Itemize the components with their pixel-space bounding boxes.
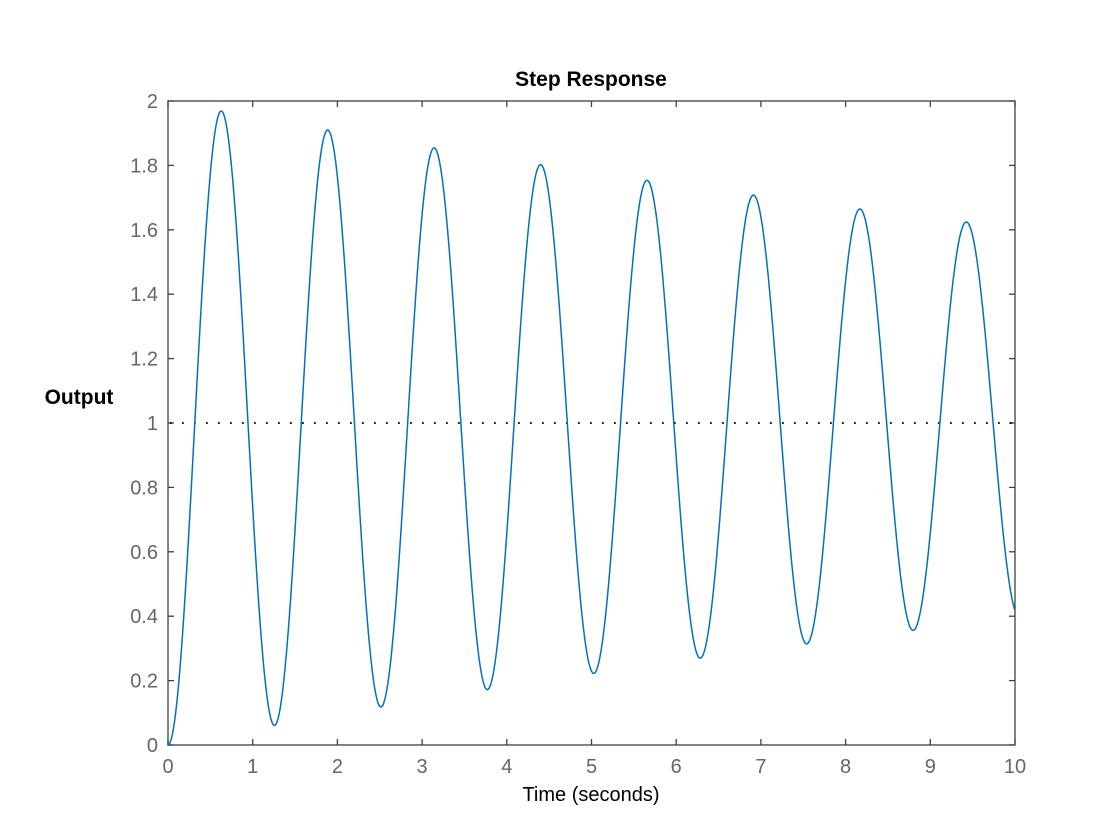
y-tick-label: 1	[147, 413, 158, 435]
response-curve	[167, 110, 1016, 746]
y-axis-label: Output	[45, 386, 114, 409]
x-tick-label: 5	[586, 756, 597, 778]
curve-layer	[167, 110, 1016, 746]
x-tick-label: 6	[671, 756, 682, 778]
y-tick-label: 1.8	[130, 155, 158, 177]
x-tick-label: 9	[925, 756, 936, 778]
y-tick-label: 0.8	[130, 477, 158, 499]
y-tick-label: 0.2	[130, 671, 158, 693]
x-tick-label: 7	[755, 756, 766, 778]
y-tick-label: 0.4	[130, 606, 158, 628]
x-tick-label: 0	[162, 756, 173, 778]
y-tick-label: 2	[147, 91, 158, 113]
plot-title: Step Response	[515, 68, 667, 91]
y-tick-label: 1.4	[130, 284, 158, 306]
axes-layer: 0 1 2 3 4 5 6 7 8 9 10 0 0.2 0.4 0.6 0.8 1 1.2 1.4 1.6 1.8 2	[130, 91, 1026, 778]
y-tick-label: 0.6	[130, 542, 158, 564]
x-tick-label: 1	[247, 756, 258, 778]
x-axis-label: Time (seconds)	[522, 784, 659, 806]
x-tick-label: 8	[840, 756, 851, 778]
y-tick-label: 1.6	[130, 220, 158, 242]
x-tick-label: 10	[1004, 756, 1026, 778]
x-tick-label: 4	[501, 756, 512, 778]
x-tick-label: 3	[417, 756, 428, 778]
y-tick-label: 1.2	[130, 349, 158, 371]
y-tick-label: 0	[147, 735, 158, 757]
x-tick-label: 2	[332, 756, 343, 778]
